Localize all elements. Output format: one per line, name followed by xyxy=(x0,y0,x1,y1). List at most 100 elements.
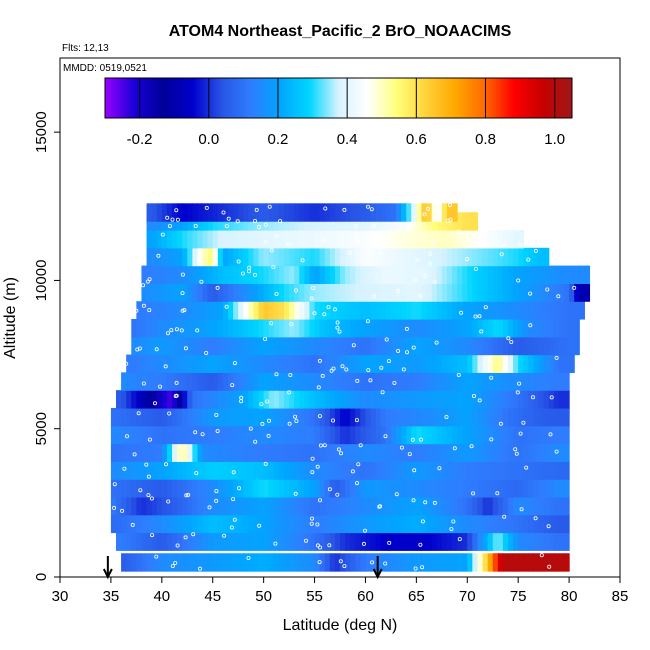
colorbar-segment xyxy=(335,78,338,118)
heatmap-cell xyxy=(243,336,249,356)
heatmap-cell xyxy=(533,514,540,534)
heatmap-cell xyxy=(446,443,453,462)
heatmap-cell xyxy=(446,301,453,320)
heatmap-cell xyxy=(212,203,219,222)
heatmap-cell xyxy=(446,479,453,498)
heatmap-cell xyxy=(319,372,326,391)
heatmap-cell xyxy=(360,407,367,427)
heatmap-cell xyxy=(172,390,178,409)
sample-point xyxy=(315,464,320,469)
heatmap-cell xyxy=(396,247,402,267)
heatmap-cell xyxy=(533,407,540,427)
heatmap-cell xyxy=(166,230,173,249)
heatmap-cell xyxy=(446,553,453,572)
heatmap-cell xyxy=(492,283,499,302)
heatmap-cell xyxy=(294,203,300,222)
heatmap-cell xyxy=(345,247,351,267)
heatmap-cell xyxy=(441,532,448,551)
colorbar-segment xyxy=(559,78,563,118)
heatmap-cell xyxy=(513,283,519,302)
heatmap-cell xyxy=(253,532,260,551)
heatmap-cell xyxy=(222,496,229,516)
heatmap-cell xyxy=(273,301,280,320)
heatmap-cell xyxy=(202,318,209,338)
colorbar-segment xyxy=(208,78,212,118)
heatmap-cell xyxy=(329,372,336,391)
heatmap-cell xyxy=(222,553,229,572)
heatmap-cell xyxy=(304,301,311,320)
heatmap-cell xyxy=(370,301,377,320)
colorbar-segment xyxy=(156,78,160,118)
sample-point xyxy=(166,499,171,504)
heatmap-cell xyxy=(228,532,234,551)
heatmap-cell xyxy=(299,336,305,356)
colorbar-segment xyxy=(549,78,552,118)
heatmap-cell xyxy=(187,461,193,480)
heatmap-cell xyxy=(421,496,428,516)
heatmap-cell xyxy=(324,514,331,534)
sample-point xyxy=(183,346,188,351)
heatmap-cell xyxy=(360,372,367,391)
heatmap-cell xyxy=(161,336,168,356)
heatmap-cell xyxy=(192,336,199,356)
colorbar-segment xyxy=(258,78,262,118)
heatmap-cell xyxy=(492,247,499,267)
heatmap-cell xyxy=(467,301,473,320)
sample-point xyxy=(452,446,457,451)
heatmap-cell xyxy=(390,407,397,427)
heatmap-cell xyxy=(355,318,361,338)
colorbar-segment xyxy=(395,78,398,118)
heatmap-cell xyxy=(284,318,290,338)
heatmap-cell xyxy=(518,390,524,409)
heatmap-cell xyxy=(411,301,417,320)
heatmap-cell xyxy=(314,336,321,356)
heatmap-cell xyxy=(406,390,412,409)
heatmap-cell xyxy=(243,553,249,572)
sample-point xyxy=(368,378,373,383)
heatmap-cell xyxy=(385,230,392,249)
heatmap-cell xyxy=(212,479,219,498)
heatmap-cell xyxy=(462,230,468,249)
heatmap-cell xyxy=(523,407,529,427)
heatmap-cell xyxy=(370,496,377,516)
heatmap-cell xyxy=(513,336,519,356)
sample-point xyxy=(122,466,127,471)
x-axis: 30 35 40 45 50 55 60 65 70 75 80 85 xyxy=(52,576,628,605)
heatmap-cell xyxy=(192,247,199,267)
heatmap-cell xyxy=(360,390,367,409)
colorbar-segment xyxy=(129,78,132,118)
heatmap-cell xyxy=(151,461,158,480)
heatmap-cell xyxy=(452,372,458,391)
colorbar-segment xyxy=(201,78,205,118)
heatmap-cell xyxy=(324,553,331,572)
heatmap-cell xyxy=(406,372,412,391)
sample-point xyxy=(489,375,494,380)
heatmap-cell xyxy=(380,265,387,284)
heatmap-cell xyxy=(528,336,535,356)
heatmap-cell xyxy=(146,461,153,480)
heatmap-cell xyxy=(446,372,453,391)
heatmap-cell xyxy=(299,390,305,409)
heatmap-cell xyxy=(233,514,239,534)
sample-point xyxy=(315,522,320,527)
heatmap-cell xyxy=(482,514,489,534)
sample-point xyxy=(169,328,174,333)
heatmap-cell xyxy=(294,514,300,534)
heatmap-cell xyxy=(548,372,555,391)
heatmap-cell xyxy=(340,461,346,480)
heatmap-cell xyxy=(502,443,509,462)
heatmap-cell xyxy=(278,336,285,356)
heatmap-cell xyxy=(533,425,540,445)
heatmap-cell xyxy=(558,301,565,320)
heatmap-cell xyxy=(523,318,529,338)
heatmap-cell xyxy=(222,443,229,462)
heatmap-cell xyxy=(340,479,346,498)
heatmap-cell xyxy=(538,461,545,480)
heatmap-cell xyxy=(192,461,199,480)
heatmap-cell xyxy=(548,496,555,516)
x-tick-label: 45 xyxy=(204,588,221,605)
altitude-band xyxy=(121,553,570,572)
colorbar-segment xyxy=(373,78,376,118)
colorbar-segment xyxy=(162,78,165,118)
sample-point xyxy=(235,219,240,224)
